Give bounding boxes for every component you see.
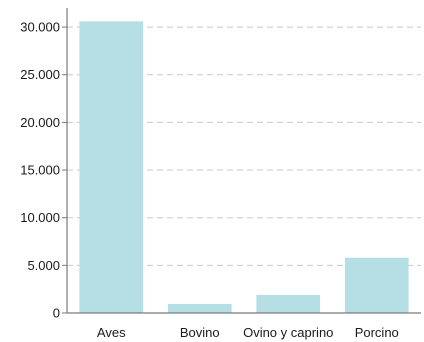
- x-tick-label: Ovino y caprino: [243, 325, 333, 340]
- bar: [344, 257, 409, 313]
- x-tick-label: Bovino: [180, 325, 220, 340]
- bars: [79, 21, 409, 313]
- x-tick-label: Aves: [97, 325, 126, 340]
- bar: [256, 294, 321, 313]
- y-tick-labels: 0 5.000 10.000 15.000 20.000 25.000 30.000: [20, 20, 60, 321]
- y-tick-label: 30.000: [20, 20, 60, 35]
- bar: [79, 21, 144, 313]
- x-tick-labels: Aves Bovino Ovino y caprino Porcino: [97, 325, 399, 340]
- y-tick-label: 25.000: [20, 67, 60, 82]
- bar: [167, 303, 232, 313]
- y-tick-label: 15.000: [20, 163, 60, 178]
- y-tick-label: 20.000: [20, 115, 60, 130]
- y-tick-label: 10.000: [20, 210, 60, 225]
- x-tick-label: Porcino: [355, 325, 399, 340]
- y-tick-label: 5.000: [27, 258, 60, 273]
- axes: [66, 8, 421, 314]
- y-tick-label: 0: [53, 306, 60, 321]
